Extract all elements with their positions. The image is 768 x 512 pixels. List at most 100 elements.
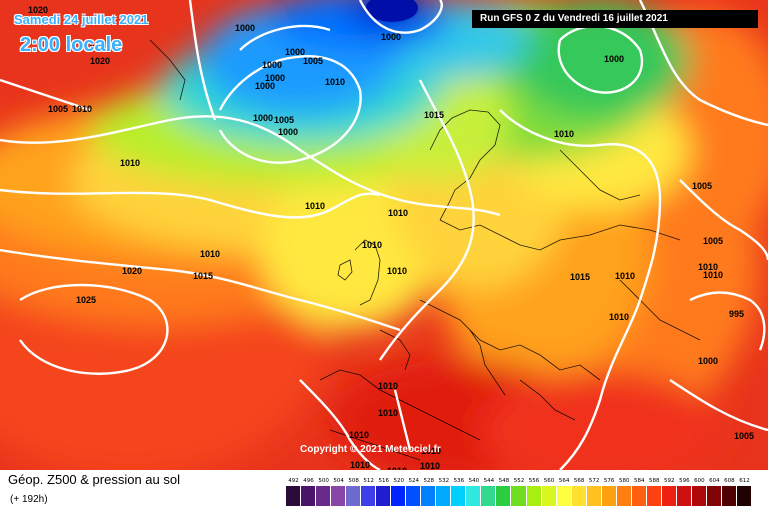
scale-swatch — [421, 486, 437, 506]
isobar-label: 1010 — [200, 249, 220, 259]
scale-label: 544 — [483, 478, 495, 484]
isobar-label: 1010 — [615, 271, 635, 281]
scale-swatch — [466, 486, 482, 506]
isobar-label: 1025 — [76, 295, 96, 305]
scale-swatch — [331, 486, 347, 506]
scale-label: 528 — [423, 478, 435, 484]
isobar-label: 1010 — [349, 430, 369, 440]
scale-swatch — [721, 486, 737, 506]
isobar-label: 1015 — [570, 272, 590, 282]
isobar-label: 1010 — [703, 270, 723, 280]
isobar-label: 1005 — [274, 115, 294, 125]
scale-swatch — [526, 486, 542, 506]
scale-label: 492 — [288, 478, 299, 484]
scale-swatch — [451, 486, 467, 506]
scale-label: 504 — [333, 478, 344, 484]
isobar-label: 1000 — [698, 356, 718, 366]
scale-label: 508 — [348, 478, 359, 484]
isobar-label: 1000 — [604, 54, 624, 64]
isobar-label: 1010 — [325, 77, 345, 87]
scale-label: 600 — [694, 478, 705, 484]
scale-label: 560 — [543, 478, 555, 484]
scale-label: 540 — [468, 478, 480, 484]
isobar-label: 1005 — [692, 181, 712, 191]
isobar-label: 1010 — [378, 381, 398, 391]
scale-label: 612 — [739, 478, 750, 484]
isobar-label: 1010 — [362, 240, 382, 250]
isobar-label: 1020 — [85, 42, 105, 52]
forecast-time: 2:00 locale — [20, 34, 123, 56]
isobar-label: 1010 — [698, 262, 718, 272]
isobar-label: 1010 — [387, 266, 407, 276]
scale-swatch — [556, 486, 572, 506]
isobar-label: 1010 — [609, 312, 629, 322]
scale-swatch — [571, 486, 587, 506]
scale-label: 520 — [393, 478, 404, 484]
scale-swatch — [736, 486, 752, 506]
isobar-label: 1020 — [122, 266, 142, 276]
map-title: Géop. Z500 & pression au sol — [8, 472, 180, 487]
isobar-label: 1010 — [387, 466, 407, 470]
scale-label: 608 — [724, 478, 735, 484]
isobar-label: 1010 — [388, 208, 408, 218]
scale-label: 496 — [303, 478, 314, 484]
forecast-range: (+ 192h) — [10, 494, 48, 505]
isobar-label: 1010 — [350, 460, 370, 470]
isobar-label: 1010 — [421, 446, 441, 456]
scale-swatch — [286, 486, 302, 506]
scale-label: 568 — [573, 478, 585, 484]
scale-swatch — [376, 486, 392, 506]
scale-label: 516 — [378, 478, 389, 484]
isobar-label: 1015 — [424, 110, 444, 120]
scale-label: 564 — [558, 478, 570, 484]
scale-swatch — [301, 486, 317, 506]
isobar-label: 1020 — [90, 56, 110, 66]
scale-swatch — [601, 486, 617, 506]
scale-swatch — [706, 486, 722, 506]
isobar-label: 1005 — [303, 56, 323, 66]
scale-swatch — [661, 486, 677, 506]
isobar-label: 1000 — [255, 81, 275, 91]
scale-label: 592 — [664, 478, 675, 484]
scale-label: 536 — [453, 478, 465, 484]
isobar-label: 1010 — [305, 201, 325, 211]
scale-swatch — [691, 486, 707, 506]
isobar-label: 1010 — [120, 158, 140, 168]
scale-labels: 492 496 500 504 508 512 516 520 524 528 532 536 540 5… — [286, 478, 752, 484]
scale-swatch — [676, 486, 692, 506]
scale-label: 500 — [318, 478, 329, 484]
scale-swatch — [646, 486, 662, 506]
scale-swatch — [391, 486, 407, 506]
isobar-label: 1020 — [28, 5, 48, 15]
scale-swatch — [496, 486, 512, 506]
scale-label: 524 — [408, 478, 420, 484]
scale-swatch — [316, 486, 332, 506]
isobar-label: 995 — [729, 309, 744, 319]
scale-swatch — [436, 486, 452, 506]
isobar-label: 1010 — [72, 104, 92, 114]
isobar-label: 1000 — [262, 60, 282, 70]
isobar-label: 1005 — [703, 236, 723, 246]
isobar-label: 1000 — [265, 73, 285, 83]
isobar-label: 1010 — [378, 408, 398, 418]
isobar-label: 1000 — [235, 23, 255, 33]
scale-swatch — [616, 486, 632, 506]
scale-swatch — [346, 486, 362, 506]
scale-label: 584 — [633, 478, 645, 484]
isobars — [0, 0, 768, 470]
run-banner: Run GFS 0 Z du Vendredi 16 juillet 2021 — [472, 10, 758, 28]
scale-swatch — [481, 486, 497, 506]
scale-swatch — [541, 486, 557, 506]
scale-label: 532 — [438, 478, 450, 484]
scale-swatch — [361, 486, 377, 506]
isobar-label: 1000 — [381, 32, 401, 42]
scale-swatch — [406, 486, 422, 506]
scale-label: 604 — [709, 478, 720, 484]
scale-label: 576 — [603, 478, 615, 484]
scale-boxes — [286, 486, 752, 506]
isobar-label: 1005 — [48, 104, 68, 114]
